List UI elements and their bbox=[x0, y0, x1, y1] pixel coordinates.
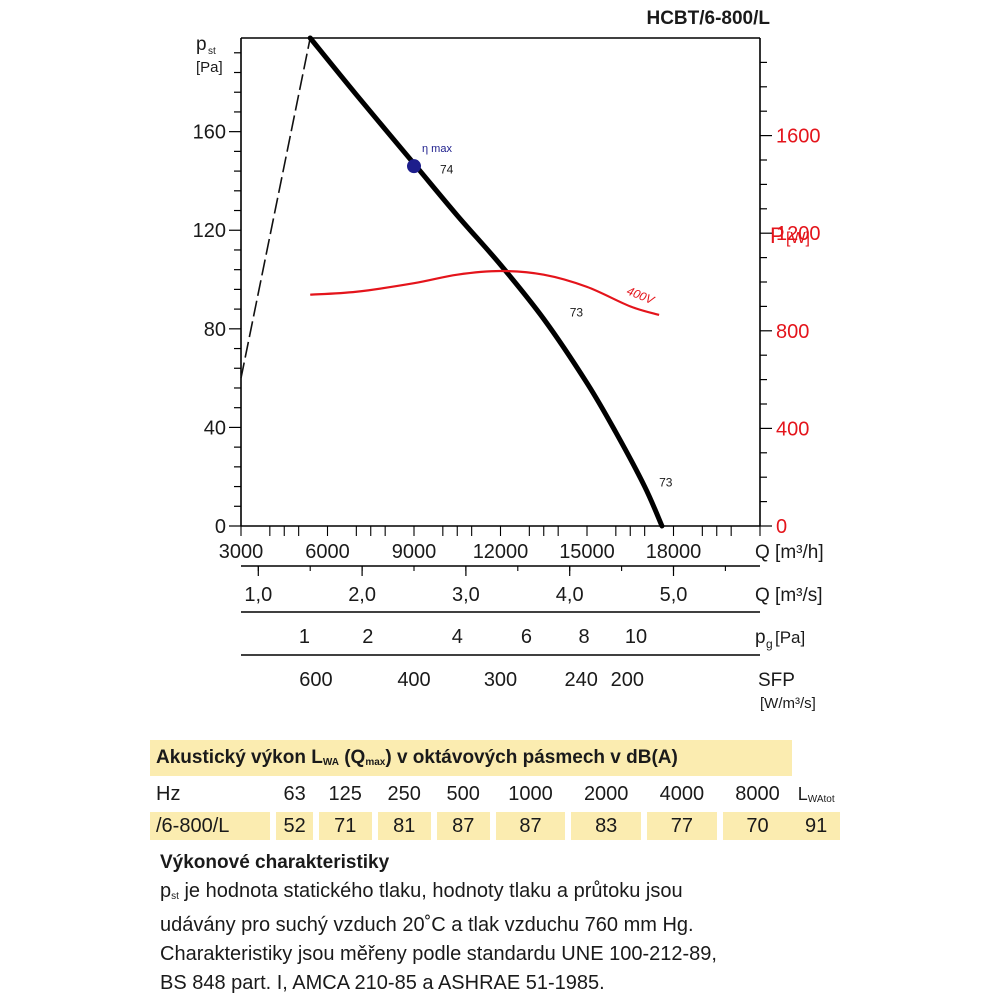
acoustic-table-title: Akustický výkon LWA (Qmax) v oktávových … bbox=[150, 740, 793, 776]
hz-label: Hz bbox=[156, 782, 181, 805]
axis4-tick-label: 200 bbox=[611, 669, 644, 691]
pressure-curve bbox=[307, 35, 665, 529]
axis3-tick-label: 8 bbox=[579, 626, 590, 648]
y-left-tick-label: 160 bbox=[193, 122, 226, 144]
x-axis-label: Q [m³/h] bbox=[755, 542, 824, 563]
y-right-tick-label: 800 bbox=[776, 321, 809, 343]
x-tick-label: 18000 bbox=[646, 541, 702, 563]
axis3-label-sub: g bbox=[766, 637, 773, 651]
x-tick-label: 6000 bbox=[305, 541, 350, 563]
value-cell: 77 bbox=[647, 812, 717, 840]
y-left-tick-label: 0 bbox=[215, 516, 226, 538]
axis4-tick-label: 600 bbox=[299, 669, 332, 691]
acoustic-table-title-row: Akustický výkon LWA (Qmax) v oktávových … bbox=[150, 740, 840, 776]
y-right-tick-label: 1200 bbox=[776, 223, 821, 245]
axis3-label: p bbox=[755, 627, 766, 648]
value-cell: 81 bbox=[377, 812, 431, 840]
axis4-tick-label: 300 bbox=[484, 669, 517, 691]
y-left-tick-label: 40 bbox=[204, 417, 226, 439]
axis4-unit: [W/m³/s] bbox=[760, 695, 816, 712]
freq-cell: 63 bbox=[283, 782, 306, 805]
y-left-label: p bbox=[196, 34, 207, 55]
value-cell: 52 bbox=[276, 812, 313, 840]
dashed-limit-line bbox=[240, 37, 311, 379]
freq-cell: 1000 bbox=[508, 782, 553, 805]
notes-line-4: BS 848 part. I, AMCA 210-85 a ASHRAE 51-… bbox=[160, 972, 605, 994]
y-left-tick-label: 80 bbox=[204, 319, 226, 341]
notes-line-2: udávány pro suchý vzduch 20˚C a tlak vzd… bbox=[160, 914, 694, 936]
eta-max-label: η max bbox=[422, 143, 452, 155]
axis2-tick-label: 3,0 bbox=[452, 584, 480, 606]
efficiency-label: 73 bbox=[570, 306, 584, 320]
acoustic-table: Akustický výkon LWA (Qmax) v oktávových … bbox=[150, 740, 840, 840]
power-curve-label: 400V bbox=[625, 284, 657, 308]
chart-title: HCBT/6-800/L bbox=[646, 8, 770, 29]
efficiency-label: 73 bbox=[659, 476, 673, 490]
axis3-tick-label: 10 bbox=[625, 626, 647, 648]
y-right-tick-label: 0 bbox=[776, 516, 787, 538]
axis3-tick-label: 6 bbox=[521, 626, 532, 648]
y-left-tick-label: 120 bbox=[193, 220, 226, 242]
notes-heading: Výkonové charakteristiky bbox=[160, 852, 390, 873]
notes-line-3: Charakteristiky jsou měřeny podle standa… bbox=[160, 943, 717, 965]
total-value: 91 bbox=[792, 812, 840, 840]
x-tick-label: 9000 bbox=[392, 541, 437, 563]
axis2-tick-label: 5,0 bbox=[660, 584, 688, 606]
axis2-tick-label: 1,0 bbox=[244, 584, 272, 606]
axis4-tick-label: 240 bbox=[565, 669, 598, 691]
axis3-tick-label: 4 bbox=[452, 626, 463, 648]
total-label: LWAtot bbox=[797, 783, 835, 805]
y-right-label: P bbox=[770, 223, 785, 248]
freq-cell: 2000 bbox=[583, 782, 629, 805]
x-tick-label: 3000 bbox=[219, 541, 264, 563]
y-left-label-sub: st bbox=[208, 46, 216, 57]
freq-cell: 500 bbox=[446, 782, 480, 805]
freq-cell: 8000 bbox=[735, 782, 780, 805]
axis2-tick-label: 2,0 bbox=[348, 584, 376, 606]
axis3-tick-label: 2 bbox=[362, 626, 373, 648]
freq-cell: 250 bbox=[387, 782, 421, 805]
frequency-row: Hz 63 125 250 500 1000 2000 4000 8000 LW… bbox=[150, 776, 840, 812]
value-cell: 83 bbox=[571, 812, 642, 840]
freq-cell: 125 bbox=[328, 782, 362, 805]
value-cell: 71 bbox=[318, 812, 372, 840]
value-cell: 87 bbox=[436, 812, 490, 840]
y-right-unit: [W] bbox=[786, 230, 810, 247]
row-label: /6-800/L bbox=[150, 812, 271, 840]
value-row: /6-800/L 52 71 81 87 87 83 77 70 91 bbox=[150, 812, 840, 840]
freq-cell: 4000 bbox=[659, 782, 705, 805]
value-cell: 70 bbox=[722, 812, 793, 840]
axis3-tick-label: 1 bbox=[299, 626, 310, 648]
x-tick-label: 12000 bbox=[473, 541, 529, 563]
power-curve bbox=[310, 269, 660, 316]
axis2-tick-label: 4,0 bbox=[556, 584, 584, 606]
axis2-label: Q [m³/s] bbox=[755, 585, 823, 606]
y-right-tick-label: 400 bbox=[776, 418, 809, 440]
eta-max-point bbox=[407, 159, 421, 174]
axis4-tick-label: 400 bbox=[397, 669, 430, 691]
performance-notes: Výkonové charakteristiky pst je hodnota … bbox=[160, 848, 840, 998]
axis4-label: SFP bbox=[758, 670, 795, 691]
axis3-unit: [Pa] bbox=[775, 628, 805, 647]
x-tick-label: 15000 bbox=[559, 541, 615, 563]
y-left-unit: [Pa] bbox=[196, 59, 223, 76]
notes-line-1: pst je hodnota statického tlaku, hodnoty… bbox=[160, 880, 683, 902]
value-cell: 87 bbox=[495, 812, 566, 840]
y-right-tick-label: 1600 bbox=[776, 126, 821, 148]
efficiency-label: 74 bbox=[440, 163, 454, 177]
